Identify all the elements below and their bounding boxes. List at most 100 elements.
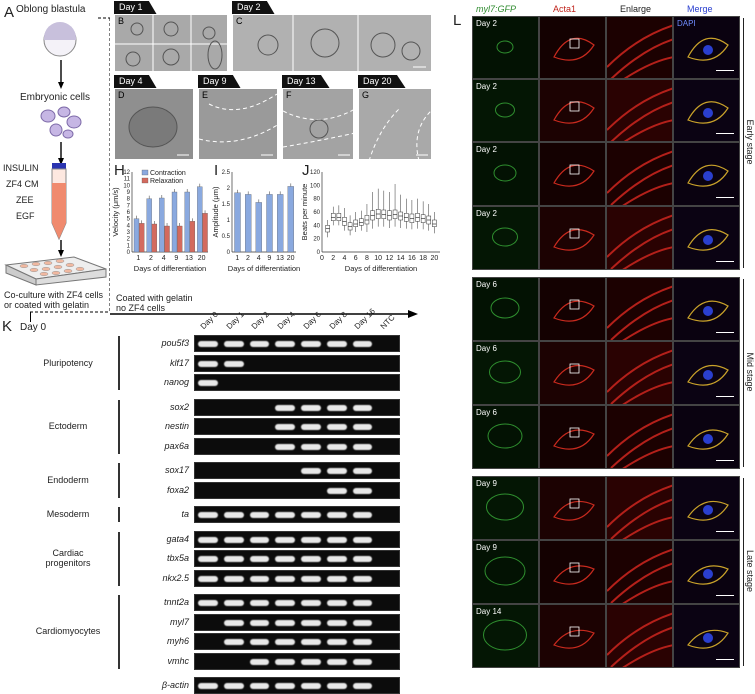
gel-band (275, 658, 295, 665)
gel-band (223, 639, 244, 645)
gene-name-nestin: nestin (164, 421, 189, 431)
x-tick-label: 20 (287, 255, 295, 262)
fluor-day-label: Day 6 (476, 344, 497, 353)
timeline-arrow (110, 310, 418, 318)
bar-relaxation (164, 225, 170, 253)
panel-label-i: I (214, 162, 219, 179)
fluor-day-label: Day 2 (476, 82, 497, 91)
gel-band (352, 639, 373, 645)
gel-band (223, 360, 244, 367)
gel-band (223, 683, 244, 689)
bar (287, 186, 294, 253)
stage-bracket (743, 279, 744, 467)
gel-band (352, 443, 373, 450)
gel-row-tnnt2a (194, 594, 400, 611)
bar-relaxation (202, 213, 208, 253)
category-bracket (118, 507, 120, 522)
fluor-cell (606, 540, 673, 604)
bar-contraction (171, 191, 178, 253)
embryonic-cells-drawing (40, 106, 82, 139)
fluor-header-0: myl7:GFP (476, 4, 517, 14)
x-tick-label: 16 (408, 255, 416, 262)
gel-band (275, 575, 295, 582)
gene-name-pax6a: pax6a (164, 440, 189, 451)
stage-label: Late stage (745, 549, 755, 593)
bar (277, 194, 284, 253)
fluor-cell: Day 2 (472, 206, 539, 270)
day2-tab: Day 2 (232, 1, 275, 14)
day0-tick (30, 312, 31, 322)
fluor-cell (673, 405, 740, 469)
fluor-cell (539, 405, 606, 469)
gel-band (326, 404, 347, 411)
y-tick-label: 1 (127, 243, 131, 249)
bar-relaxation (139, 223, 145, 253)
y-tick-label: 3 (127, 230, 131, 236)
x-tick-label: 13 (276, 255, 284, 262)
gel-row-foxa2 (194, 481, 400, 499)
x-tick-label: 10 (374, 255, 382, 262)
gel-band (352, 575, 373, 582)
gel-band (352, 341, 373, 347)
x-tick-label: 2 (331, 255, 335, 262)
gel-row-nestin (194, 418, 400, 435)
panel-label-b: B (118, 16, 125, 26)
gel-band (275, 424, 295, 430)
gel-band (326, 512, 347, 518)
scale-bar (716, 261, 734, 262)
gel-band (198, 360, 218, 367)
category-bracket (118, 531, 120, 586)
gel-band (326, 619, 347, 626)
fluor-cell (539, 16, 606, 79)
gene-category-label: Cardiac progenitors (45, 547, 91, 568)
gel-band (198, 556, 218, 562)
category-bracket (118, 399, 120, 454)
gel-band (352, 512, 373, 518)
gel-band (301, 424, 321, 430)
gel-band (249, 575, 270, 582)
fluor-cell: Day 2 (472, 142, 539, 206)
bar-contraction (133, 218, 140, 253)
y-tick-label: 2 (127, 237, 131, 243)
bar-relaxation (151, 223, 158, 253)
gel-band (301, 404, 321, 411)
y-tick-label: 1.5 (222, 202, 231, 208)
gel-band (223, 556, 244, 562)
gel-band (249, 536, 270, 543)
gel-row-sox2 (194, 398, 400, 416)
gel-band (326, 658, 347, 665)
gel-band (249, 600, 270, 606)
fluor-day-label: Day 14 (476, 607, 502, 616)
gel-band (223, 575, 244, 582)
y-tick-label: 11 (124, 177, 131, 183)
bar-relaxation (177, 225, 183, 253)
panel-d-image: D (114, 88, 194, 160)
day1-tab: Day 1 (114, 1, 157, 14)
fluor-cell (606, 604, 673, 668)
gel-band (301, 341, 321, 347)
gel-band (198, 512, 218, 518)
fluor-cell (606, 277, 673, 341)
fluor-day-label: Day 9 (476, 543, 497, 552)
arrow-3 (58, 240, 64, 257)
panel-b-image: B (114, 14, 228, 72)
stage-label: Early stage (745, 119, 755, 165)
gel-band (275, 619, 295, 626)
gel-band (326, 600, 347, 606)
x-tick-label: 18 (419, 255, 427, 262)
gel-band (326, 556, 347, 562)
fluor-cell (606, 476, 673, 540)
x-axis-label: Days of differentiation (134, 264, 206, 273)
blastula-drawing (43, 22, 77, 57)
fluor-cell: Day 9 (472, 476, 539, 540)
panel-label-l: L (453, 12, 462, 29)
x-tick-label: 2 (149, 255, 153, 262)
fluor-day-label: Day 9 (476, 479, 497, 488)
gel-band (198, 683, 218, 689)
bar (245, 194, 252, 253)
fluor-cell (539, 206, 606, 270)
panel-e-image: E (198, 88, 278, 160)
bar (234, 192, 241, 253)
gel-band (326, 575, 347, 582)
